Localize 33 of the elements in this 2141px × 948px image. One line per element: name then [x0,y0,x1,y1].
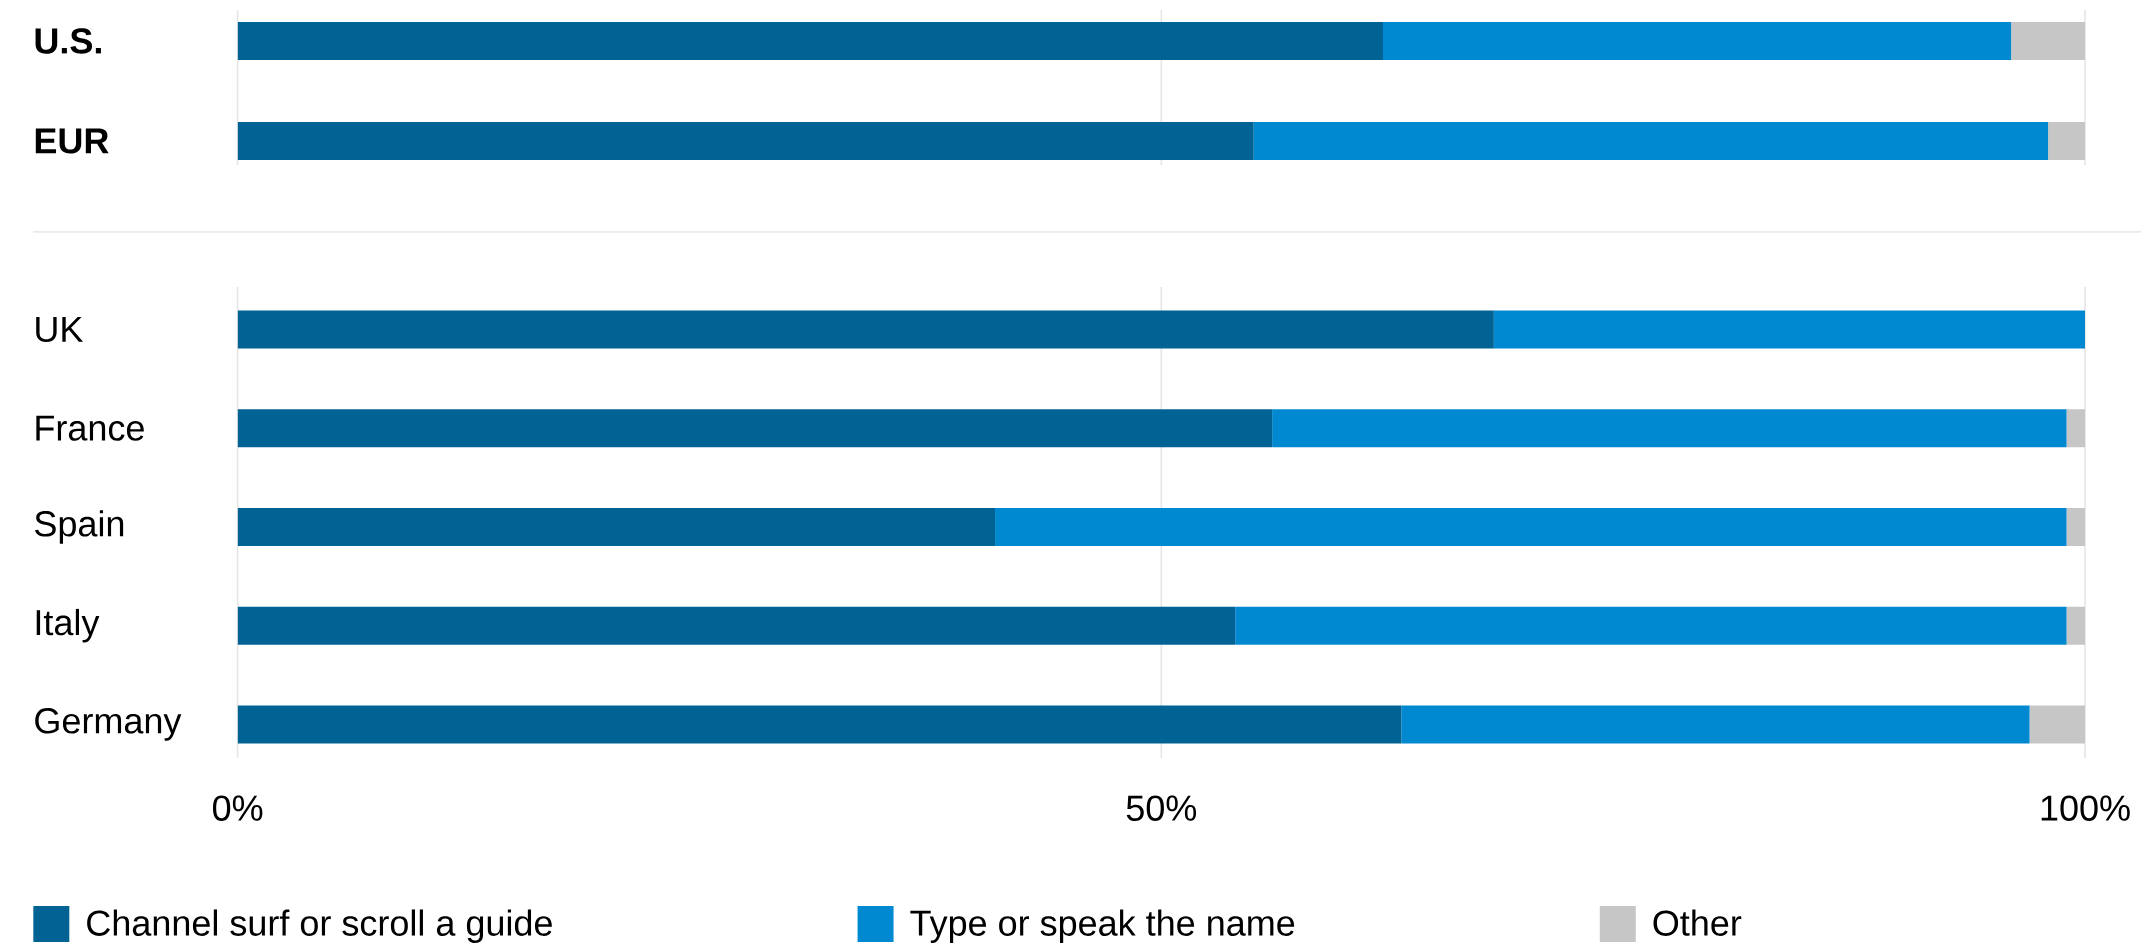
legend-label: Other [1653,909,1742,936]
bar [1253,121,2049,160]
bar [1235,606,2067,645]
x-tick-label: 100% [2041,795,2130,821]
bar [1401,705,2030,744]
y-tick-label: Italy [36,608,100,643]
bar [1493,310,2086,349]
bar [2066,507,2086,546]
y-tick-label: EUR [35,128,109,154]
x-tick-label: 0% [213,795,263,821]
y-tick-label: France [36,415,144,441]
legend-label: Channel surf or scroll a guide [87,909,552,943]
legend-label: Type or speak the name [910,909,1295,943]
bar [2066,606,2086,645]
y-tick-label: UK [36,316,84,343]
bar [2011,21,2086,60]
bar [237,409,1273,448]
y-tick-label: Spain [35,510,124,544]
bar [237,121,1254,160]
bar [237,705,1402,744]
bar [237,606,1236,645]
y-tick-label: Germany [35,708,182,741]
bar [1383,21,2012,60]
bar [2048,121,2086,160]
bar [237,507,996,546]
bar [1272,409,2067,448]
bar [237,21,1383,60]
bar [995,507,2067,546]
y-tick-label: U.S. [35,28,101,54]
bar [237,310,1494,349]
bar [2029,705,2086,744]
x-tick-label: 50% [1126,795,1197,821]
bar [2066,409,2086,448]
